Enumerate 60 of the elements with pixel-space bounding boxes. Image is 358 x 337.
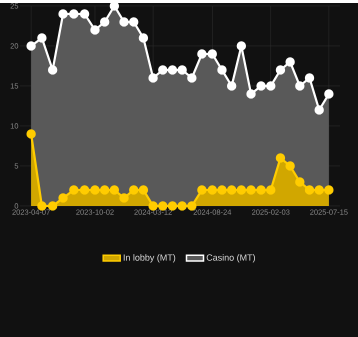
point [119, 193, 129, 203]
point [236, 185, 246, 195]
point [129, 17, 138, 27]
point [58, 9, 68, 19]
point [90, 25, 100, 35]
point [217, 185, 227, 195]
point [236, 41, 246, 51]
point [187, 201, 197, 211]
point [276, 65, 286, 75]
point [90, 185, 100, 195]
point [148, 73, 158, 83]
point [168, 65, 178, 75]
point [276, 153, 286, 163]
point [129, 185, 138, 195]
point [266, 185, 276, 195]
point [80, 185, 90, 195]
point [226, 81, 236, 91]
point [69, 185, 78, 195]
point [69, 9, 78, 19]
point [138, 185, 148, 195]
point [246, 185, 256, 195]
point [58, 193, 68, 203]
point [246, 89, 256, 99]
point [26, 129, 36, 139]
point [177, 201, 187, 211]
point [110, 185, 120, 195]
point [208, 49, 217, 59]
point [256, 185, 266, 195]
point [119, 17, 129, 27]
point [168, 201, 178, 211]
legend-label: In lobby (MT) [124, 254, 176, 263]
point [208, 185, 217, 195]
point [314, 105, 324, 115]
point [304, 185, 314, 195]
point [158, 65, 168, 75]
point [48, 201, 58, 211]
point [48, 65, 58, 75]
point [314, 185, 324, 195]
legend-label: Casino (MT) [206, 254, 255, 263]
point [266, 81, 276, 91]
point [197, 49, 207, 59]
point [226, 185, 236, 195]
point [295, 81, 305, 91]
point [100, 185, 110, 195]
point [324, 185, 334, 195]
point [37, 33, 47, 43]
point [304, 73, 314, 83]
point [256, 81, 266, 91]
point [285, 161, 295, 171]
point [187, 73, 197, 83]
point [138, 33, 148, 43]
point [177, 65, 187, 75]
point [26, 41, 36, 51]
point [217, 65, 227, 75]
point [295, 177, 305, 187]
point [100, 17, 110, 27]
point [197, 185, 207, 195]
point [324, 89, 334, 99]
point [285, 57, 295, 67]
point [80, 9, 90, 19]
